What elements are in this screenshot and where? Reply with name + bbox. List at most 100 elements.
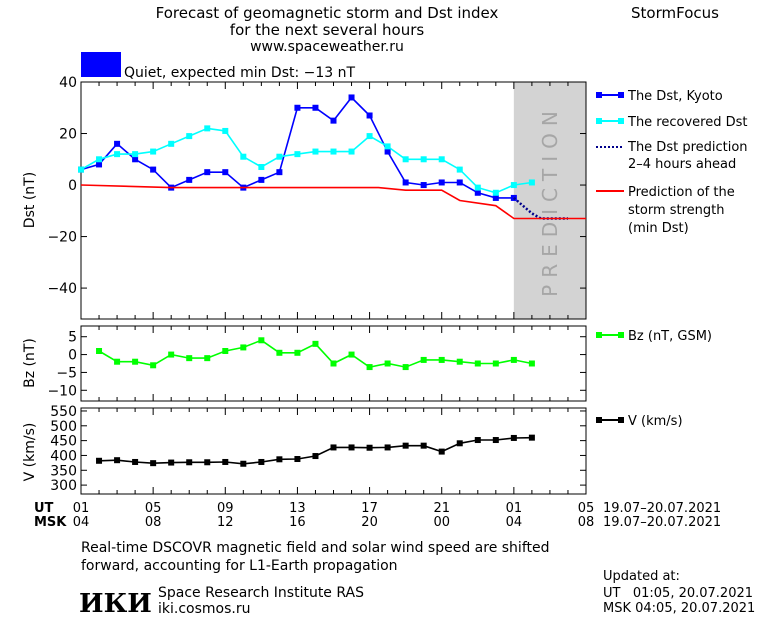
y-tick-label: 40 <box>59 75 77 91</box>
chart-title-line1: Forecast of geomagnetic storm and Dst in… <box>156 4 499 22</box>
data-point <box>456 179 463 186</box>
data-point <box>420 182 427 189</box>
msk-tick-label: 08 <box>578 515 595 530</box>
data-point <box>294 151 301 158</box>
data-point <box>150 460 157 467</box>
y-tick-label: 550 <box>50 404 77 420</box>
y-tick-label: 450 <box>50 434 77 450</box>
updated-ut: UT 01:05, 20.07.2021 <box>603 586 753 601</box>
data-point <box>366 444 373 451</box>
msk-tick-label: 20 <box>361 515 378 530</box>
data-point <box>510 182 517 189</box>
data-point <box>240 344 247 351</box>
series-line <box>98 436 532 465</box>
msk-tick-label: 08 <box>145 515 162 530</box>
data-point <box>276 456 283 463</box>
data-point <box>348 351 355 358</box>
legend-recovered-label: The recovered Dst <box>627 115 747 130</box>
data-point <box>438 179 445 186</box>
ut-tick-label: 17 <box>361 501 378 516</box>
legend-recovered-marker <box>596 118 602 124</box>
prediction-region <box>513 82 586 319</box>
data-point <box>348 444 355 451</box>
data-point <box>204 459 211 466</box>
data-point <box>186 355 193 362</box>
data-point <box>96 348 103 354</box>
data-point <box>240 153 247 160</box>
legend-bz-marker <box>618 332 624 338</box>
data-point <box>402 442 409 449</box>
data-point <box>492 437 499 444</box>
series-line <box>513 196 568 220</box>
footer-note-line2: forward, accounting for L1-Earth propaga… <box>81 558 398 574</box>
v-axis-label: V (km/s) <box>22 423 38 482</box>
data-point <box>402 364 409 371</box>
data-point <box>366 112 373 119</box>
data-point <box>276 153 283 160</box>
y-tick-label: −40 <box>47 281 77 297</box>
data-point <box>186 133 193 140</box>
data-point <box>96 156 103 163</box>
legend-dst-label: The Dst, Kyoto <box>627 89 723 104</box>
dst-axis-label: Dst (nT) <box>22 172 38 228</box>
ut-tick-label: 01 <box>506 501 523 516</box>
msk-tick-label: 04 <box>73 515 90 530</box>
data-point <box>528 360 535 367</box>
y-tick-label: 0 <box>68 348 77 364</box>
data-point <box>258 164 265 171</box>
data-point <box>528 179 535 186</box>
data-point <box>510 434 517 441</box>
data-point <box>78 166 84 173</box>
data-point <box>186 176 193 183</box>
data-point <box>222 348 229 354</box>
data-point <box>258 337 265 344</box>
data-point <box>168 459 175 466</box>
data-point <box>240 460 247 467</box>
data-point <box>420 442 427 449</box>
y-tick-label: 400 <box>50 448 77 464</box>
data-point <box>474 360 481 367</box>
data-point <box>330 444 337 451</box>
data-point <box>276 349 283 356</box>
data-point <box>330 148 337 155</box>
legend-strength-label-2: storm strength <box>628 203 725 218</box>
data-point <box>258 176 265 183</box>
site-url: www.spaceweather.ru <box>250 39 404 55</box>
data-point <box>384 148 391 155</box>
y-tick-label: −5 <box>56 365 77 381</box>
data-point <box>366 133 373 140</box>
data-point <box>204 125 211 132</box>
ut-axis-label: UT <box>34 501 54 516</box>
data-point <box>114 151 121 158</box>
data-point <box>330 117 337 124</box>
legend: The Dst, Kyoto The recovered Dst The Dst… <box>596 89 748 429</box>
y-tick-label: 350 <box>50 463 77 479</box>
data-point <box>222 127 229 134</box>
ut-tick-label: 21 <box>433 501 450 516</box>
legend-v-label: V (km/s) <box>628 414 683 429</box>
y-tick-label: 0 <box>68 178 77 194</box>
time-tick-labels: 01 05 09 13 17 21 01 05 04 08 12 16 20 00 04 08 <box>73 501 595 530</box>
series-layer <box>78 94 586 467</box>
data-point <box>456 358 463 365</box>
y-tick-label: 5 <box>68 330 77 346</box>
data-point <box>402 179 409 186</box>
msk-tick-label: 12 <box>217 515 234 530</box>
data-point <box>312 340 319 347</box>
data-point <box>510 356 517 363</box>
msk-axis-label: MSK <box>34 515 67 530</box>
data-point <box>258 458 265 465</box>
series-line <box>80 96 514 199</box>
data-point <box>474 189 481 196</box>
legend-v-marker <box>618 417 624 423</box>
ut-tick-label: 13 <box>289 501 306 516</box>
data-point <box>96 161 103 168</box>
data-point <box>438 156 445 163</box>
y-tick-label: 500 <box>50 419 77 435</box>
legend-strength-label-1: Prediction of the <box>628 185 735 200</box>
data-point <box>132 151 139 158</box>
ut-tick-label: 01 <box>73 501 90 516</box>
data-point <box>222 169 229 176</box>
data-point <box>438 448 445 455</box>
